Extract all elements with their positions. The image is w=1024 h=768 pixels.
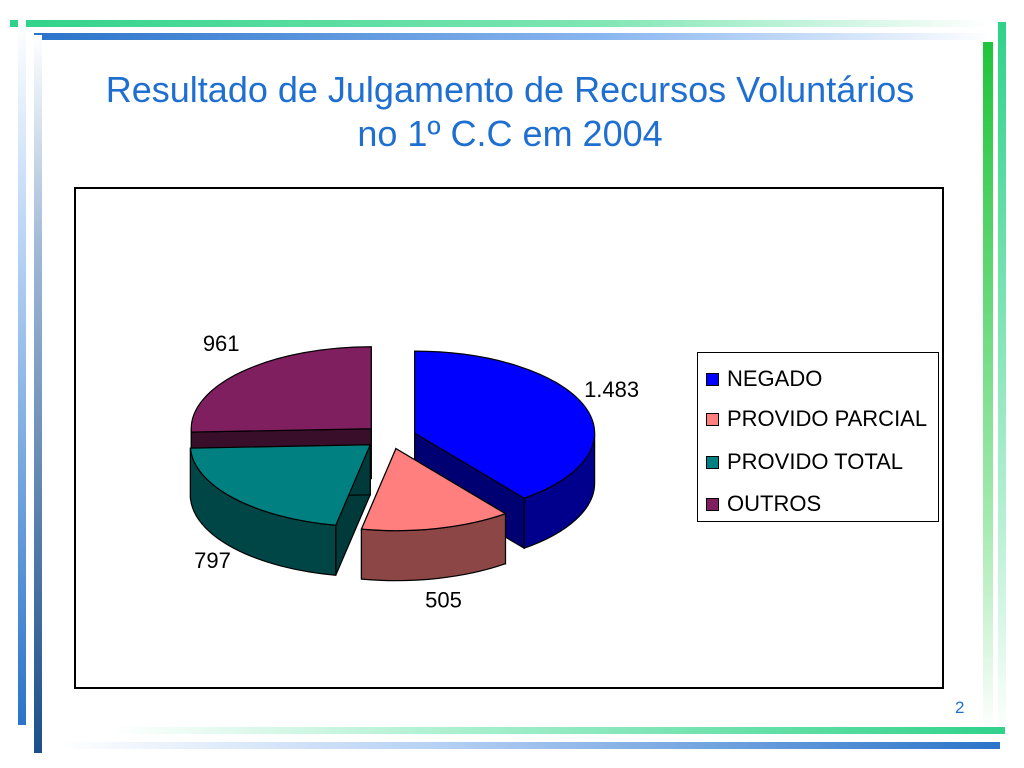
page-number: 2 <box>955 698 965 717</box>
legend-item-negado: NEGADO <box>706 364 822 394</box>
slide-title-line1: Resultado de Julgamento de Recursos Volu… <box>105 69 915 110</box>
pie-slice-provido-total <box>189 444 372 576</box>
decor-bar-bottom <box>110 727 1005 734</box>
legend-swatch-provido-total <box>706 455 719 469</box>
decor-bar-right <box>998 22 1006 737</box>
legend-label-provido-total: PROVIDO TOTAL <box>727 449 904 474</box>
pie-slice-provido-parcial <box>360 447 507 582</box>
decor-bar-left <box>18 20 26 725</box>
chart-legend: NEGADO PROVIDO PARCIAL PROVIDO TOTAL OUT… <box>697 352 939 522</box>
pie-slice-top-negado <box>414 350 596 499</box>
legend-label-provido-parcial: PROVIDO PARCIAL <box>727 406 928 431</box>
legend-swatch-negado <box>706 372 719 386</box>
data-label-provido-parcial: 505 <box>425 588 462 613</box>
legend-item-outros: OUTROS <box>706 489 821 519</box>
legend-label-outros: OUTROS <box>727 491 822 516</box>
decor-bar-bottom-inner <box>60 742 1000 749</box>
decor-bar-right-inner <box>983 42 993 732</box>
data-label-provido-total: 797 <box>194 548 231 573</box>
pie-slice-top-provido-parcial <box>360 447 507 532</box>
pie-slice-top-provido-total <box>189 444 372 526</box>
legend-swatch-provido-parcial <box>706 412 719 426</box>
pie-slice-top-outros <box>190 346 372 433</box>
data-label-negado: 1.483 <box>584 377 639 402</box>
slide-title-line2: no 1º C.C em 2004 <box>357 113 663 154</box>
decor-bar-top <box>10 20 990 27</box>
legend-label-negado: NEGADO <box>727 366 823 391</box>
legend-item-provido-total: PROVIDO TOTAL <box>706 447 903 477</box>
decor-bar-top-inner <box>34 33 994 40</box>
legend-swatch-outros <box>706 497 719 511</box>
legend-item-provido-parcial: PROVIDO PARCIAL <box>706 404 927 434</box>
decor-bar-left-inner <box>34 35 42 753</box>
data-label-outros: 961 <box>203 331 240 356</box>
slide-title: Resultado de Julgamento de Recursos Volu… <box>60 68 960 156</box>
